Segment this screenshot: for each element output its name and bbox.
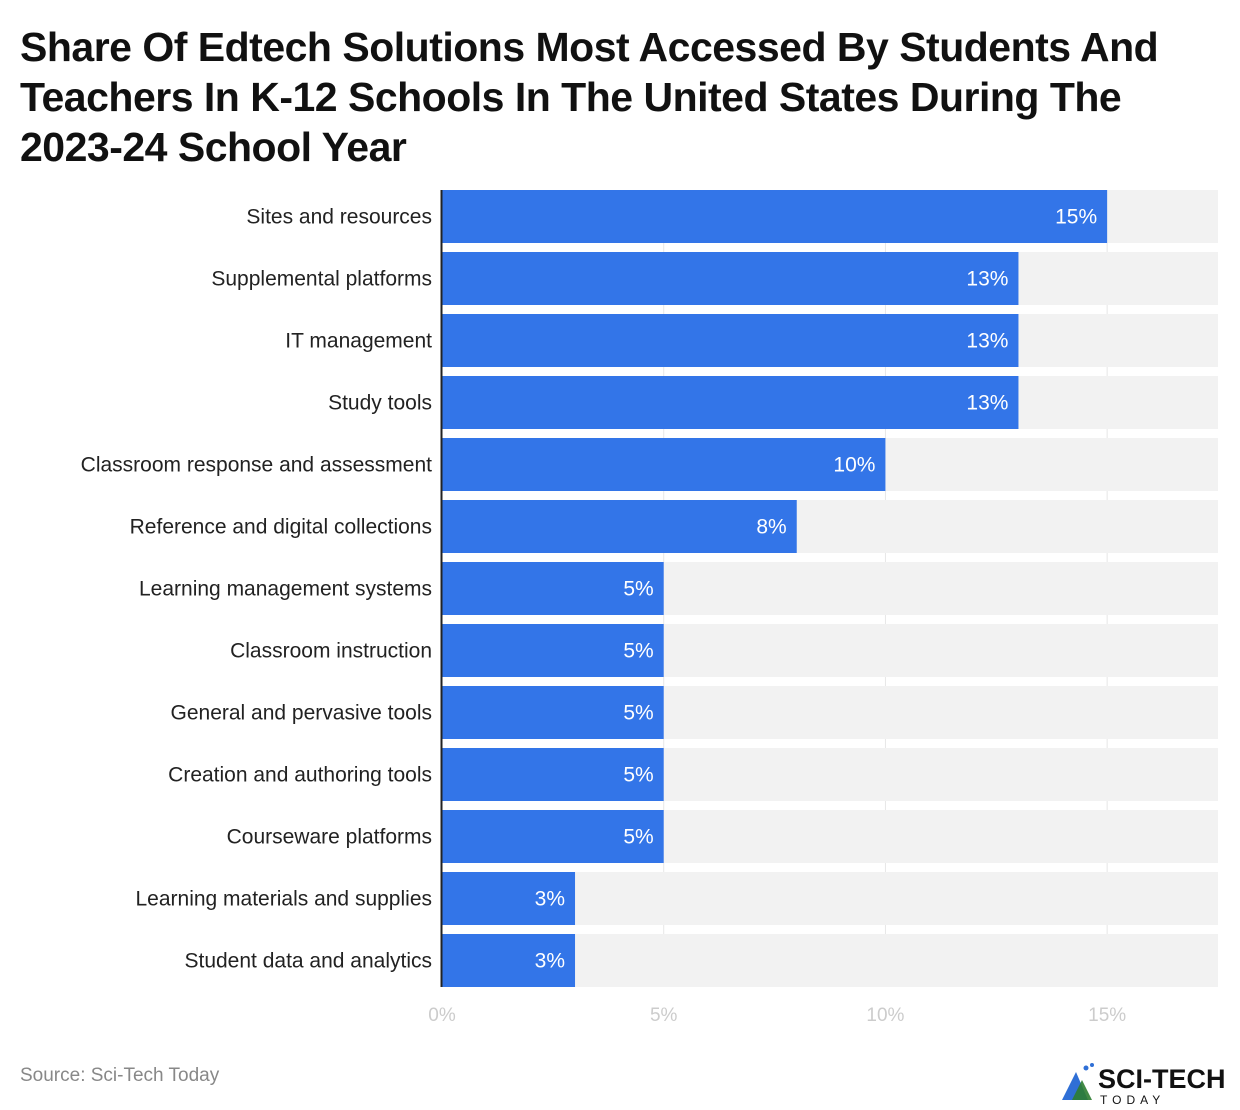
data-label: 13% (966, 392, 1008, 415)
chart-title: Share Of Edtech Solutions Most Accessed … (20, 24, 1159, 170)
category-label: Student data and analytics (184, 950, 432, 973)
category-label: Learning materials and supplies (135, 888, 432, 911)
category-label: Creation and authoring tools (168, 764, 432, 787)
category-label: Learning management systems (139, 578, 432, 601)
x-tick-label: 10% (866, 1005, 904, 1026)
data-label: 13% (966, 268, 1008, 291)
bar (442, 934, 576, 987)
category-label: Classroom instruction (230, 640, 432, 663)
svg-text:SCI-TECH: SCI-TECH (1098, 1064, 1226, 1094)
bar (442, 190, 1108, 243)
bar (442, 810, 664, 863)
svg-text:TODAY: TODAY (1100, 1093, 1165, 1106)
category-label: General and pervasive tools (171, 702, 433, 725)
x-tick-label: 0% (428, 1005, 456, 1026)
bar (442, 872, 576, 925)
bar (442, 438, 886, 491)
x-tick-label: 15% (1088, 1005, 1126, 1026)
data-label: 5% (623, 578, 653, 601)
bar (442, 624, 664, 677)
bar-chart: 0% 5% 10% 15% Sites and resources 15% Suppleme… (81, 190, 1218, 1026)
data-label: 10% (833, 454, 875, 477)
bar (442, 252, 1019, 305)
bar (442, 500, 797, 553)
bar (442, 314, 1019, 367)
x-tick-label: 5% (650, 1005, 678, 1026)
bar (442, 376, 1019, 429)
data-label: 5% (623, 764, 653, 787)
data-label: 13% (966, 330, 1008, 353)
bar (442, 562, 664, 615)
data-label: 5% (623, 640, 653, 663)
data-label: 5% (623, 702, 653, 725)
category-label: Supplemental platforms (211, 268, 432, 291)
category-label: Classroom response and assessment (81, 454, 432, 477)
data-label: 15% (1055, 206, 1097, 229)
category-label: IT management (285, 330, 432, 353)
data-label: 3% (535, 888, 565, 911)
bar (442, 686, 664, 739)
sci-tech-today-logo: SCI-TECH TODAY (1062, 1063, 1226, 1106)
source-note: Source: Sci-Tech Today (20, 1065, 220, 1086)
category-label: Reference and digital collections (130, 516, 432, 539)
data-label: 3% (535, 950, 565, 973)
data-label: 5% (623, 826, 653, 849)
category-label: Courseware platforms (227, 826, 432, 849)
category-label: Study tools (328, 392, 432, 415)
category-label: Sites and resources (246, 206, 432, 229)
bar (442, 748, 664, 801)
data-label: 8% (756, 516, 786, 539)
